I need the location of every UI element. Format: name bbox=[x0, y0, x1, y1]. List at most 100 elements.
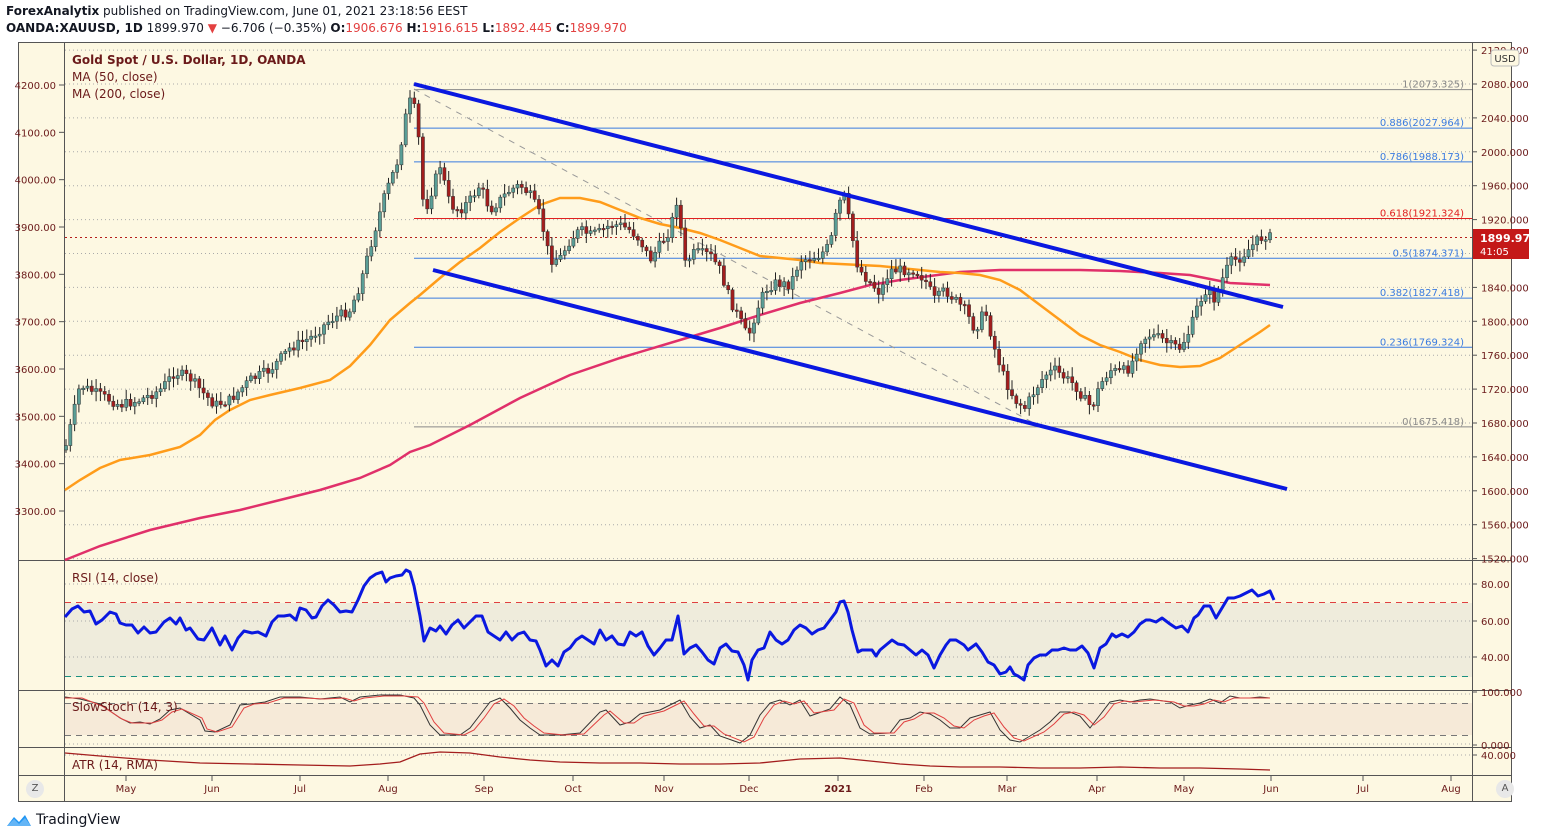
time-tick: Jun bbox=[203, 784, 220, 795]
svg-text:60.00: 60.00 bbox=[1481, 617, 1510, 628]
down-arrow-icon: ▼ bbox=[207, 21, 217, 35]
last-price-badge bbox=[1473, 229, 1529, 259]
author-name[interactable]: ForexAnalytix bbox=[6, 4, 100, 18]
time-axis[interactable]: May Jun Jul Aug Sep Oct Nov Dec 2021 Feb Mar Apr May… bbox=[116, 776, 1461, 795]
left-tick: 3900.00 bbox=[15, 223, 56, 234]
open-label: O: bbox=[330, 21, 346, 35]
high-label: H: bbox=[406, 21, 422, 35]
open-value: 1906.676 bbox=[345, 21, 403, 35]
currency-label: USD bbox=[1494, 54, 1516, 65]
left-tick: 3300.00 bbox=[15, 507, 56, 518]
price-grid bbox=[65, 49, 1472, 560]
rsi-grid bbox=[65, 583, 1472, 658]
publish-text: published on TradingView.com, June 01, 2… bbox=[103, 4, 468, 18]
time-tick: Apr bbox=[1088, 784, 1106, 795]
ma50-legend[interactable]: MA (50, close) bbox=[72, 70, 158, 84]
fib-level-label: 0.786(1988.173) bbox=[1380, 152, 1464, 163]
left-tick: 4100.00 bbox=[15, 128, 56, 139]
price-tick: 1640.000 bbox=[1481, 453, 1529, 464]
price-tick: 1520.000 bbox=[1481, 555, 1529, 566]
time-tick: 2021 bbox=[824, 784, 852, 795]
left-tick: 4200.00 bbox=[15, 81, 56, 92]
price-tick: 2080.000 bbox=[1481, 80, 1529, 91]
tradingview-brand: TradingView bbox=[36, 812, 121, 828]
badge-countdown: 41:05 bbox=[1480, 247, 1509, 258]
time-tick: Oct bbox=[564, 784, 581, 795]
price-tick: 1920.000 bbox=[1481, 216, 1529, 227]
chart-background bbox=[18, 42, 1511, 802]
stoch-d-line bbox=[65, 695, 1270, 743]
time-tick: Aug bbox=[1441, 784, 1461, 795]
svg-text:0.000: 0.000 bbox=[1481, 741, 1510, 752]
ma200-legend[interactable]: MA (200, close) bbox=[72, 87, 165, 101]
left-tick: 3400.00 bbox=[15, 460, 56, 471]
time-tick: Jun bbox=[1262, 784, 1279, 795]
rsi-legend[interactable]: RSI (14, close) bbox=[72, 571, 158, 585]
pane-frames bbox=[18, 42, 1512, 802]
fib-level-label: 1(2073.325) bbox=[1402, 80, 1464, 91]
atr-line bbox=[64, 751, 1271, 771]
publish-info: ForexAnalytix published on TradingView.c… bbox=[6, 4, 467, 18]
last-price: 1899.970 bbox=[146, 21, 204, 35]
price-tick: 1760.000 bbox=[1481, 351, 1529, 362]
price-tick: 1600.000 bbox=[1481, 487, 1529, 498]
time-tick: Aug bbox=[378, 784, 398, 795]
chart-title: Gold Spot / U.S. Dollar, 1D, OANDA bbox=[72, 53, 306, 67]
fib-level-label: 0.382(1827.418) bbox=[1380, 288, 1464, 299]
price-tick: 2000.000 bbox=[1481, 148, 1529, 159]
left-tick: 3500.00 bbox=[15, 412, 56, 423]
time-tick: Jul bbox=[1356, 784, 1369, 795]
badge-price: 1899.970 bbox=[1480, 232, 1538, 245]
low-label: L: bbox=[482, 21, 495, 35]
channel-upper-line[interactable] bbox=[413, 82, 1284, 309]
ohlc-bar: OANDA:XAUUSD, 1D 1899.970 ▼ −6.706 (−0.3… bbox=[6, 21, 627, 35]
svg-text:100.000: 100.000 bbox=[1481, 688, 1522, 699]
time-tick: Nov bbox=[654, 784, 674, 795]
fib-level-label: 0.886(2027.964) bbox=[1380, 118, 1464, 129]
svg-text:40.00: 40.00 bbox=[1481, 653, 1510, 664]
rsi-line bbox=[63, 568, 1276, 682]
tradingview-cloud-icon bbox=[7, 815, 31, 826]
fib-level-label: 0.236(1769.324) bbox=[1380, 337, 1464, 348]
price-tick: 1960.000 bbox=[1481, 182, 1529, 193]
price-tick: 1680.000 bbox=[1481, 419, 1529, 430]
time-tick: Mar bbox=[998, 784, 1018, 795]
price-tick: 1840.000 bbox=[1481, 283, 1529, 294]
svg-text:40.000: 40.000 bbox=[1481, 751, 1516, 762]
time-tick: Sep bbox=[475, 784, 494, 795]
channel-lower-line[interactable] bbox=[432, 268, 1288, 491]
fib-level-label: 0.618(1921.324) bbox=[1380, 208, 1464, 219]
time-tick: May bbox=[116, 784, 137, 795]
price-tick: 1800.000 bbox=[1481, 317, 1529, 328]
time-tick: May bbox=[1174, 784, 1195, 795]
stoch-band bbox=[65, 703, 1472, 735]
close-label: C: bbox=[555, 21, 570, 35]
tradingview-logo[interactable]: TradingView bbox=[6, 812, 121, 828]
indicator-axis[interactable]: 80.00 60.00 40.00 100.000 0.000 40.000 bbox=[1472, 580, 1522, 762]
fibonacci-retracement[interactable]: 1(2073.325) 0.886(2027.964) 0.786(1988.173… bbox=[414, 80, 1472, 428]
currency-badge[interactable] bbox=[1490, 49, 1520, 67]
price-tick: 1720.000 bbox=[1481, 385, 1529, 396]
candlesticks[interactable] bbox=[64, 90, 1272, 453]
price-tick: 1560.000 bbox=[1481, 521, 1529, 532]
auto-scale-button[interactable]: A bbox=[1496, 780, 1514, 798]
left-tick: 4000.00 bbox=[15, 176, 56, 187]
close-value: 1899.970 bbox=[569, 21, 627, 35]
fib-level-label: 0(1675.418) bbox=[1402, 417, 1464, 428]
left-tick: 3600.00 bbox=[15, 365, 56, 376]
time-tick: Jul bbox=[293, 784, 306, 795]
price-change: −6.706 (−0.35%) bbox=[220, 21, 327, 35]
symbol-label: OANDA:XAUUSD, 1D bbox=[6, 21, 143, 35]
price-tick: 2040.000 bbox=[1481, 114, 1529, 125]
stoch-legend[interactable]: SlowStoch (14, 3) bbox=[72, 700, 178, 714]
low-value: 1892.445 bbox=[494, 21, 553, 35]
time-tick: Feb bbox=[915, 784, 933, 795]
zoom-reset-button[interactable]: Z bbox=[26, 780, 44, 798]
atr-legend[interactable]: ATR (14, RMA) bbox=[72, 758, 158, 772]
high-value: 1916.615 bbox=[421, 21, 479, 35]
left-axis[interactable]: 4200.00 4100.00 4000.00 3900.00 3800.00 3700.… bbox=[15, 81, 64, 518]
svg-text:80.00: 80.00 bbox=[1481, 580, 1510, 591]
left-tick: 3700.00 bbox=[15, 318, 56, 329]
time-tick: Dec bbox=[739, 784, 758, 795]
